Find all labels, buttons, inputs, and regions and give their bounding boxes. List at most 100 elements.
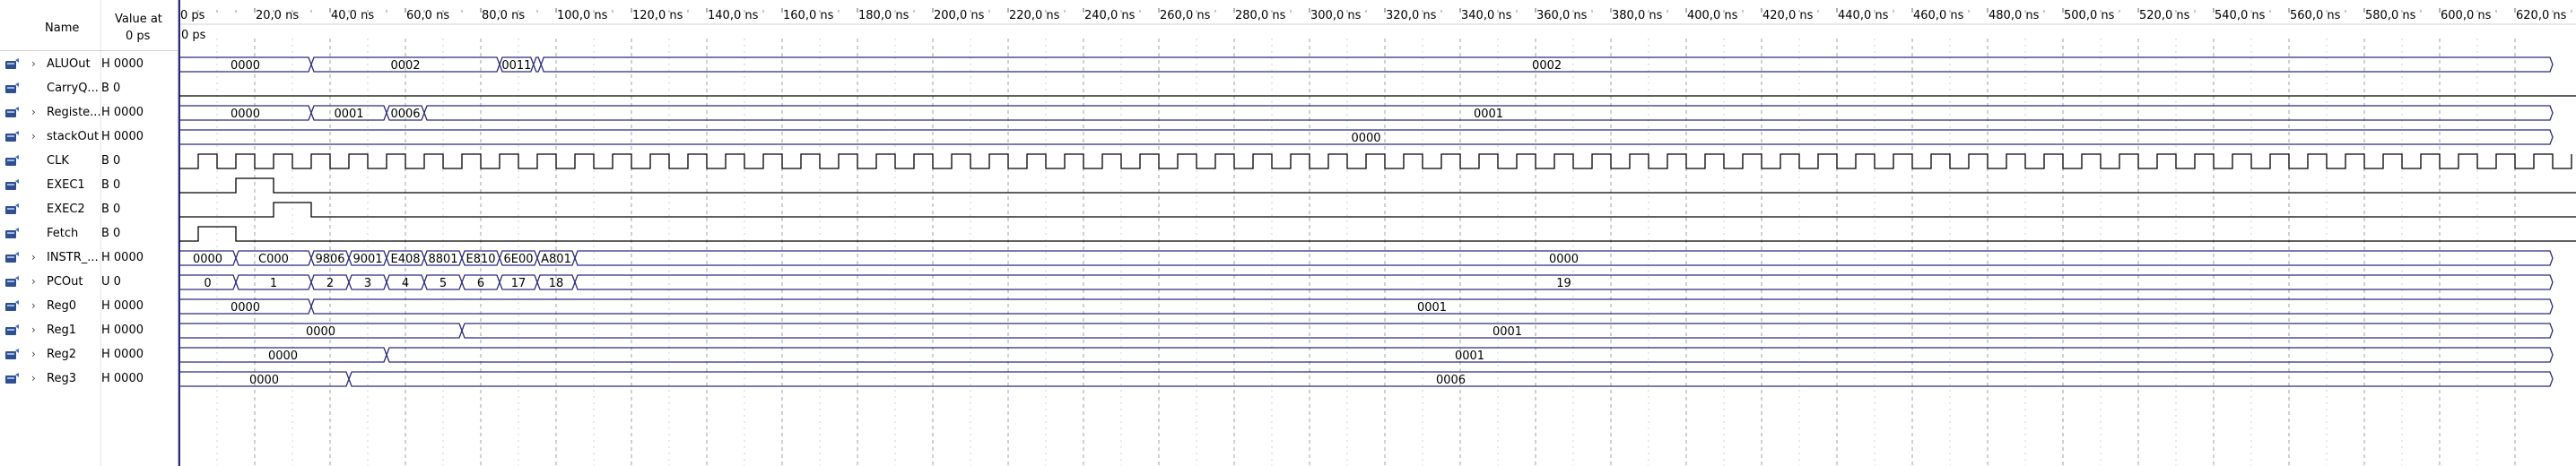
signal-value: H 0000 xyxy=(101,299,144,313)
signal-name: PCOut xyxy=(47,275,83,289)
column-divider[interactable] xyxy=(100,0,101,466)
bus-segment xyxy=(423,105,2554,121)
bit-signal-icon xyxy=(5,203,20,216)
bus-segment xyxy=(310,298,2554,315)
time-tick-label: 540,0 ns xyxy=(2215,9,2266,22)
signal-row-5[interactable]: EXEC1 B 0 xyxy=(0,174,178,198)
signal-value: H 0000 xyxy=(101,251,144,264)
signal-name: Reg0 xyxy=(47,299,76,313)
signal-row-13[interactable]: › Reg3 H 0000 xyxy=(0,367,178,392)
bus-value-label: 0001 xyxy=(334,108,363,121)
value-column-header[interactable]: Value at xyxy=(115,13,162,26)
signal-value: H 0000 xyxy=(101,348,144,361)
expand-chevron-icon[interactable]: › xyxy=(31,130,36,142)
signal-row-9[interactable]: › PCOut U 0 xyxy=(0,271,178,295)
signal-list-panel: Name Value at 0 ps › ALUOut H 0000 CarryQ..… xyxy=(0,0,178,466)
signal-row-8[interactable]: › INSTR_... H 0000 xyxy=(0,246,178,271)
signal-value: B 0 xyxy=(101,227,121,240)
signal-row-3[interactable]: › stackOut H 0000 xyxy=(0,125,178,150)
bus-signal-icon xyxy=(5,373,20,385)
signal-value: B 0 xyxy=(101,82,121,95)
time-tick-label: 120,0 ns xyxy=(632,9,683,22)
waveform-13[interactable]: 0000 0006 xyxy=(178,371,2554,387)
time-tick-label: 200,0 ns xyxy=(934,9,985,22)
bus-value-label: 0006 xyxy=(390,108,420,121)
bus-value-label: 0000 xyxy=(231,301,260,315)
bus-segment xyxy=(574,250,2554,266)
expand-chevron-icon[interactable]: › xyxy=(31,324,36,336)
signal-row-11[interactable]: › Reg1 H 0000 xyxy=(0,319,178,343)
bus-signal-icon xyxy=(5,252,20,264)
signal-row-12[interactable]: › Reg2 H 0000 xyxy=(0,343,178,367)
bus-signal-icon xyxy=(5,276,20,289)
signal-row-6[interactable]: EXEC2 B 0 xyxy=(0,198,178,222)
signal-row-2[interactable]: › Registe... H 0000 xyxy=(0,101,178,125)
waveform-12[interactable]: 0000 0001 xyxy=(178,347,2554,363)
bus-signal-icon xyxy=(5,131,20,143)
bus-value-label: 0011 xyxy=(501,59,531,73)
expand-chevron-icon[interactable]: › xyxy=(31,299,36,312)
signal-name: CLK xyxy=(47,154,69,168)
time-tick-label: 80,0 ns xyxy=(482,9,525,22)
bus-segment xyxy=(540,56,2554,73)
expand-chevron-icon[interactable]: › xyxy=(31,348,36,360)
bus-value-label: E408 xyxy=(390,253,420,266)
waveform-8[interactable]: 0000 C000 9806 9001 E408 8801 E810 6E00 A801 0000 xyxy=(178,250,2554,266)
signal-name: Registe... xyxy=(47,106,101,119)
expand-chevron-icon[interactable]: › xyxy=(31,106,36,118)
bus-value-label: 6 xyxy=(477,277,484,290)
waveform-0[interactable]: 0000 0002 0011 0002 xyxy=(178,56,2554,73)
time-tick-label: 320,0 ns xyxy=(1386,9,1437,22)
signal-row-4[interactable]: CLK B 0 xyxy=(0,150,178,174)
bus-value-label: 5 xyxy=(439,277,447,290)
expand-chevron-icon[interactable]: › xyxy=(31,275,36,288)
waveform-area[interactable]: 0 ps 20,0 ns 40,0 ns 60,0 ns 80,0 ns 100,0 ns… xyxy=(178,0,2576,466)
signal-row-0[interactable]: › ALUOut H 0000 xyxy=(0,53,178,77)
signal-value: B 0 xyxy=(101,154,121,168)
waveform-9[interactable]: 0 1 2 3 4 5 6 17 18 19 xyxy=(178,274,2554,290)
bus-value-label: 0000 xyxy=(306,325,335,339)
name-column-header[interactable]: Name xyxy=(45,22,80,35)
time-tick-label: 520,0 ns xyxy=(2139,9,2190,22)
signal-row-1[interactable]: CarryQ... B 0 xyxy=(0,77,178,101)
bus-value-label: 0000 xyxy=(1549,253,1579,266)
bus-segment xyxy=(348,371,2554,387)
clock-wave xyxy=(179,153,2572,169)
signal-name: INSTR_... xyxy=(47,251,99,264)
time-tick-label: 280,0 ns xyxy=(1235,9,1286,22)
time-tick-label: 40,0 ns xyxy=(331,9,374,22)
expand-chevron-icon[interactable]: › xyxy=(31,57,36,70)
signal-name: Fetch xyxy=(47,227,79,240)
signal-row-7[interactable]: Fetch B 0 xyxy=(0,222,178,246)
time-tick-label: 0 ps xyxy=(180,9,205,22)
bus-segment xyxy=(386,347,2554,363)
waveform-10[interactable]: 0000 0001 xyxy=(178,298,2554,315)
expand-chevron-icon[interactable]: › xyxy=(31,372,36,384)
waveform-11[interactable]: 0000 0001 xyxy=(178,323,2554,339)
bus-segment xyxy=(461,323,2554,339)
bus-signal-icon xyxy=(5,349,20,361)
signal-value: B 0 xyxy=(101,178,121,192)
time-tick-label: 580,0 ns xyxy=(2365,9,2416,22)
bus-value-label: 0000 xyxy=(231,59,260,73)
expand-chevron-icon[interactable]: › xyxy=(31,251,36,263)
bus-value-label: 0000 xyxy=(249,374,279,387)
signal-name: Reg1 xyxy=(47,324,76,337)
signal-value: U 0 xyxy=(101,275,121,289)
waveform-4[interactable] xyxy=(179,153,2572,169)
time-tick-label: 400,0 ns xyxy=(1687,9,1738,22)
signal-value: B 0 xyxy=(101,203,121,216)
waveform-5[interactable] xyxy=(179,177,2576,194)
bus-value-label: 17 xyxy=(511,277,527,290)
waveform-2[interactable]: 0000 0001 0006 0001 xyxy=(178,105,2554,121)
time-tick-label: 460,0 ns xyxy=(1913,9,1964,22)
waveform-3[interactable]: 0000 xyxy=(178,129,2554,145)
waveform-7[interactable] xyxy=(179,226,2576,242)
bus-value-label: 6E00 xyxy=(503,253,533,266)
bus-value-label: 0000 xyxy=(193,253,222,266)
time-tick-label: 560,0 ns xyxy=(2290,9,2341,22)
signal-row-10[interactable]: › Reg0 H 0000 xyxy=(0,295,178,319)
bus-value-label: 0001 xyxy=(1455,350,1484,363)
time-tick-label: 360,0 ns xyxy=(1536,9,1588,22)
waveform-6[interactable] xyxy=(179,202,2576,218)
